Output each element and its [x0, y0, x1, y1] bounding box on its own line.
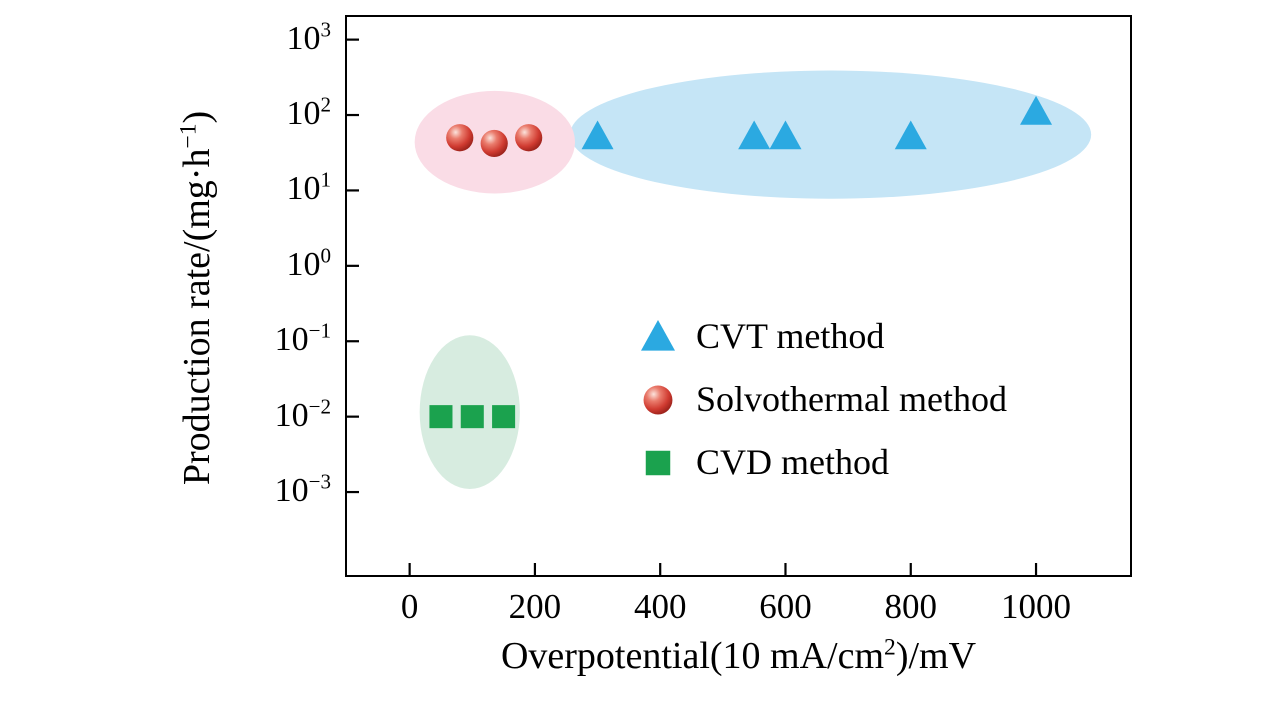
y-axis-label: Production rate/(mg·h−1): [175, 110, 218, 486]
triangle-marker-icon: [1020, 95, 1053, 125]
triangle-marker-icon: [738, 120, 771, 150]
sphere-legend-marker-icon: [643, 385, 673, 414]
highlight-ellipse: [569, 70, 1092, 199]
plot-canvas: [347, 38, 1092, 575]
sphere-marker-icon: [515, 124, 543, 152]
x-tick-label: 800: [884, 587, 938, 626]
y-tick-label: 10−3: [274, 469, 331, 510]
sphere-marker-icon: [446, 124, 474, 152]
y-tick-label: 10−1: [274, 318, 331, 359]
y-tick-label: 101: [286, 168, 331, 208]
triangle-marker-icon: [581, 120, 614, 150]
legend-label: CVT method: [696, 315, 885, 356]
triangle-marker-icon: [894, 120, 927, 150]
triangle-legend-marker-icon: [641, 319, 675, 351]
triangle-marker-icon: [769, 120, 802, 150]
x-tick-label: 400: [633, 587, 687, 626]
sphere-marker-icon: [480, 129, 508, 158]
y-tick-label: 10−2: [274, 394, 331, 434]
x-tick-label: 0: [400, 587, 419, 626]
legend-item: Solvothermal method: [635, 367, 1007, 430]
legend-label: CVD method: [696, 441, 889, 482]
legend-item: CVD method: [635, 430, 1007, 493]
plot-area: 0 200 400 600 800 1000 103 102 101 100 10−1 10−2 10…: [275, 15, 1132, 626]
square-marker-icon: [460, 405, 484, 429]
sphere-marker-icon: [643, 385, 673, 414]
y-tick-label: 102: [286, 92, 331, 133]
y-tick-label: 100: [286, 243, 331, 283]
square-marker-icon: [645, 450, 671, 475]
x-tick-label: 600: [759, 587, 812, 626]
square-legend-marker-icon: [645, 450, 671, 475]
legend-item: CVT method: [635, 304, 1007, 367]
y-tick-label: 103: [286, 17, 331, 57]
x-tick-label: 1000: [1001, 587, 1072, 626]
square-marker-icon: [429, 405, 453, 429]
x-axis-label: Overpotential(10 mA/cm2)/mV: [500, 634, 977, 677]
square-marker-icon: [492, 405, 516, 429]
legend: CVT method Solvothermal method CVD method: [635, 304, 1007, 493]
triangle-marker-icon: [641, 319, 675, 351]
legend-label: Solvothermal method: [696, 378, 1007, 419]
x-tick-label: 200: [508, 587, 562, 626]
